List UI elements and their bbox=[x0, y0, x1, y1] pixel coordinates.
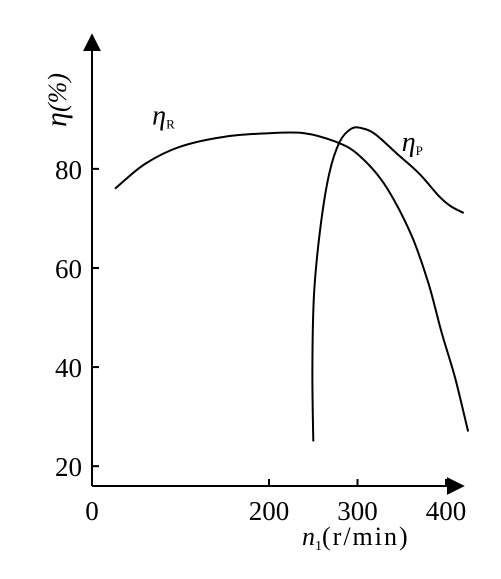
x-tick-label-400: 400 bbox=[426, 496, 467, 526]
x-tick-label-0: 0 bbox=[85, 496, 99, 526]
x-axis-label: n1(r/min) bbox=[302, 522, 410, 554]
tick-labels: 20 40 60 80 0 200 300 400 bbox=[55, 155, 466, 526]
y-tick-label-20: 20 bbox=[55, 452, 82, 482]
series-label-symbol: η bbox=[402, 127, 416, 158]
y-axis-label: η(%) bbox=[40, 73, 73, 127]
series-label-symbol: η bbox=[152, 100, 166, 131]
y-tick-label-80: 80 bbox=[55, 155, 82, 185]
series-line-eta-r bbox=[114, 131, 470, 432]
tick-marks bbox=[92, 167, 447, 486]
y-axis-symbol: η bbox=[40, 112, 73, 127]
x-tick-label-200: 200 bbox=[249, 496, 290, 526]
series-line-eta-p bbox=[311, 126, 465, 442]
series-lines bbox=[114, 126, 470, 442]
x-tick-label-300: 300 bbox=[337, 496, 378, 526]
series-label-eta-r: ηR bbox=[152, 100, 175, 131]
x-axis-unit: (r/min) bbox=[322, 522, 410, 551]
series-label-subscript: R bbox=[166, 116, 175, 131]
series-label-eta-p: ηP bbox=[402, 127, 423, 158]
y-axis-unit: (%) bbox=[43, 73, 72, 112]
series-label-subscript: P bbox=[416, 143, 423, 158]
y-tick-label-60: 60 bbox=[55, 254, 82, 284]
y-tick-label-40: 40 bbox=[55, 353, 82, 383]
x-axis-symbol: n bbox=[302, 522, 315, 551]
x-axis-subscript: 1 bbox=[315, 539, 322, 554]
